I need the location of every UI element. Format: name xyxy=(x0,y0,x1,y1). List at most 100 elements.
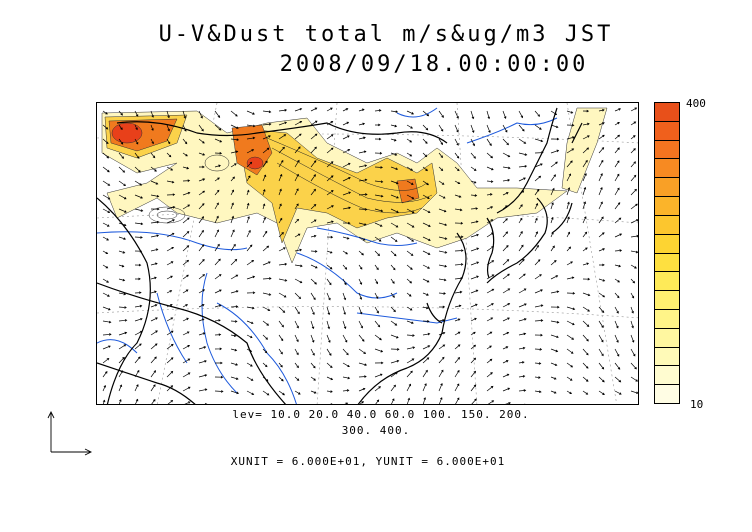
wind-vector-arrow xyxy=(454,166,460,172)
wind-vector-arrow xyxy=(406,383,412,392)
wind-vector-arrow xyxy=(214,390,224,393)
wind-vector-arrow xyxy=(438,344,446,350)
wind-vector-arrow xyxy=(598,320,604,329)
wind-vector-arrow xyxy=(326,390,333,393)
wind-vector-arrow xyxy=(518,244,524,252)
wind-vector-arrow xyxy=(518,288,527,294)
wind-vector-arrow xyxy=(566,362,574,368)
dust-max-spot xyxy=(111,122,143,144)
wind-vector-arrow xyxy=(134,304,143,308)
wind-vector-arrow xyxy=(438,331,446,336)
wind-vector-arrow xyxy=(438,264,448,268)
wind-vector-arrow xyxy=(582,320,590,327)
wind-vector-arrow xyxy=(262,174,267,182)
colorbar-segment xyxy=(655,309,679,329)
wind-vector-arrow xyxy=(470,261,480,266)
wind-vector-arrow xyxy=(118,180,126,186)
wind-vector-arrow xyxy=(102,306,111,311)
wind-vector-arrow xyxy=(486,274,495,280)
wind-vector-arrow xyxy=(278,173,283,182)
wind-vector-arrow xyxy=(310,219,317,224)
wind-vector-arrow xyxy=(358,362,368,366)
chart-title: U-V&Dust total m/s&ug/m3 JST xyxy=(158,22,614,47)
wind-vector-arrow xyxy=(118,292,127,296)
wind-vector-arrow xyxy=(150,110,154,118)
wind-vector-arrow xyxy=(246,149,255,154)
wind-vector-arrow xyxy=(374,292,379,299)
colorbar-segment xyxy=(655,121,679,141)
wind-vector-arrow xyxy=(550,390,557,394)
wind-vector-arrow xyxy=(326,348,332,356)
wind-vector-arrow xyxy=(502,331,510,336)
wind-vector-arrow xyxy=(566,110,574,114)
wind-vector-arrow xyxy=(342,191,352,196)
wind-vector-arrow xyxy=(342,108,349,112)
wind-vector-arrow xyxy=(566,390,572,395)
wind-vector-arrow xyxy=(214,243,220,252)
wind-vector-arrow xyxy=(102,208,111,213)
wind-vector-arrow xyxy=(358,108,365,112)
wind-vector-arrow xyxy=(358,136,366,140)
wind-vector-arrow xyxy=(198,178,206,182)
wind-vector-arrow xyxy=(230,305,239,308)
wind-vector-arrow xyxy=(582,135,590,140)
wind-vector-arrow xyxy=(198,244,205,252)
wind-vector-arrow xyxy=(422,320,430,323)
wind-vector-arrow xyxy=(359,401,364,404)
wind-vector-arrow xyxy=(118,166,126,173)
wind-vector-arrow xyxy=(486,110,491,120)
wind-vector-arrow xyxy=(470,344,477,350)
wind-vector-arrow xyxy=(118,264,125,268)
wind-vector-arrow xyxy=(470,384,477,392)
wind-vector-arrow xyxy=(614,134,621,140)
wind-vector-arrow xyxy=(166,219,175,224)
wind-vector-arrow xyxy=(390,222,399,228)
wind-vector-arrow xyxy=(518,204,523,210)
wind-vector-arrow xyxy=(198,138,205,144)
wind-vector-arrow xyxy=(438,222,448,227)
wind-vector-arrow xyxy=(486,372,493,378)
wind-vector-arrow xyxy=(422,278,430,283)
wind-vector-arrow xyxy=(310,334,315,343)
wind-vector-arrow xyxy=(182,345,190,350)
wind-vector-arrow xyxy=(326,205,334,210)
wind-vector-arrow xyxy=(182,331,190,336)
wind-vector-arrow xyxy=(262,362,268,368)
wind-vector-arrow xyxy=(582,247,588,252)
wind-vector-arrow xyxy=(118,278,126,282)
wind-vector-arrow xyxy=(198,289,205,294)
wind-vector-arrow xyxy=(246,136,256,140)
wind-vector-arrow xyxy=(166,317,174,322)
wind-vector-arrow xyxy=(118,236,127,240)
wind-vector-arrow xyxy=(294,278,303,284)
wind-vector-arrow xyxy=(518,138,527,144)
wind-vector-arrow xyxy=(550,305,560,309)
dust-max-spot-2 xyxy=(246,156,264,170)
wind-vector-arrow xyxy=(134,124,138,131)
wind-vector-arrow xyxy=(614,278,620,283)
wind-vector-arrow xyxy=(246,320,254,325)
wind-vector-arrow xyxy=(390,334,399,339)
wind-vector-arrow xyxy=(534,333,543,337)
wind-vector-arrow xyxy=(326,134,334,140)
wind-vector-arrow xyxy=(390,166,399,171)
wind-vector-arrow xyxy=(598,306,605,314)
wind-vector-arrow xyxy=(326,334,331,343)
wind-vector-arrow xyxy=(630,306,634,314)
dust-high-region-3 xyxy=(396,178,420,204)
wind-vector-arrow xyxy=(374,109,382,112)
wind-vector-arrow xyxy=(630,362,637,370)
wind-vector-arrow xyxy=(438,124,444,132)
wind-vector-arrow xyxy=(230,243,236,252)
wind-vector-arrow xyxy=(166,290,173,294)
wind-vector-arrow xyxy=(294,120,303,126)
wind-vector-arrow xyxy=(166,124,170,132)
wind-vector-arrow xyxy=(310,306,315,316)
wind-vector-arrow xyxy=(550,376,557,380)
wind-vector-arrow xyxy=(502,124,508,133)
wind-vector-arrow xyxy=(598,248,606,252)
wind-vector-arrow xyxy=(182,372,191,378)
wind-vector-arrow xyxy=(454,344,461,350)
wind-vector-arrow xyxy=(566,334,575,340)
wind-vector-arrow xyxy=(358,236,366,241)
